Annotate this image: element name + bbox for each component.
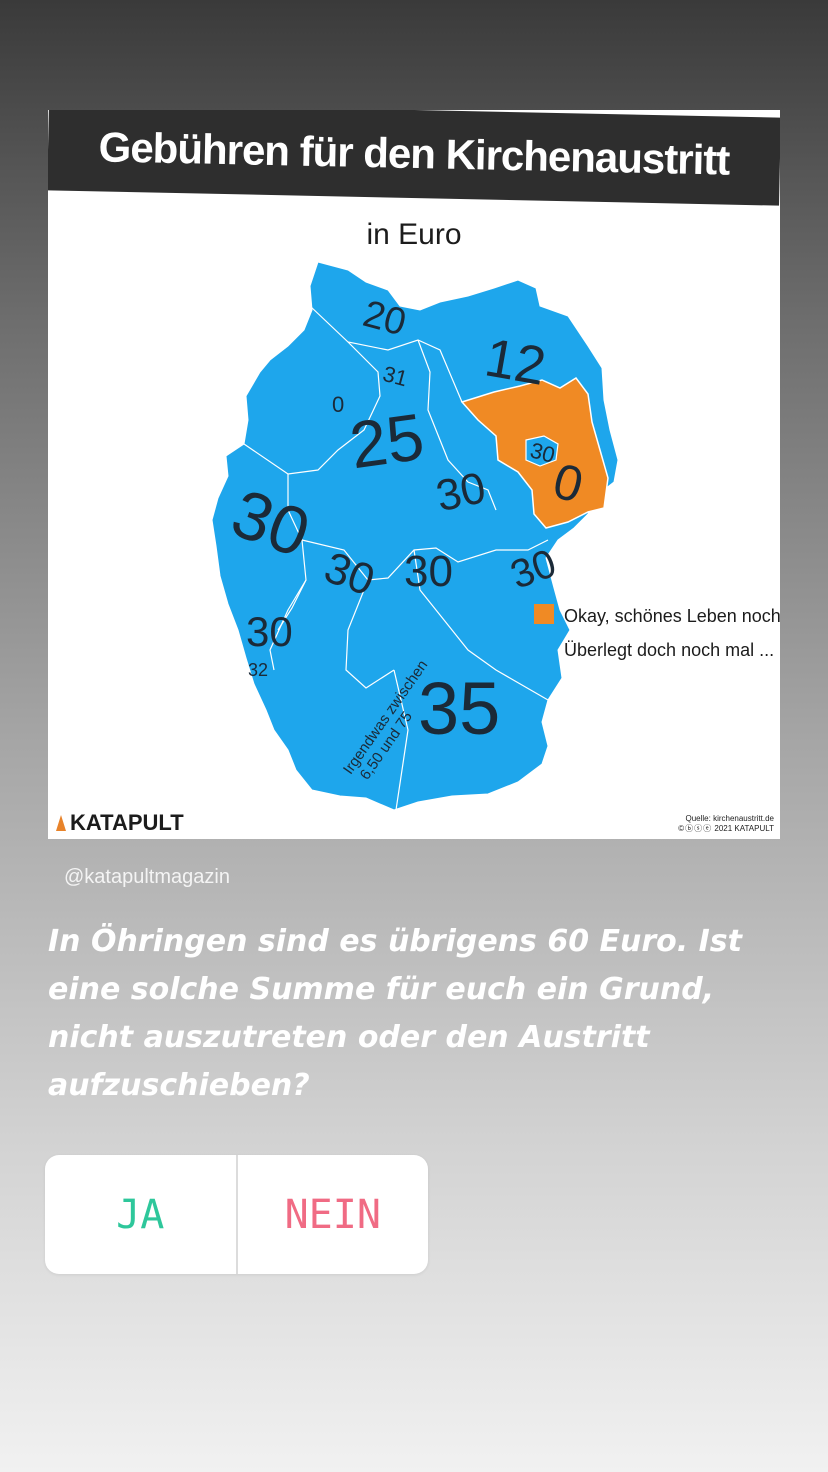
legend-label-orange: Okay, schönes Leben noch! [564,606,780,626]
source-line: Quelle: kirchenaustritt.de [685,814,775,823]
legend-swatch-blue [534,638,554,658]
creative-commons-icon: ©ⓑⓢⓔ [678,824,713,833]
map-value-35: 35 [418,667,500,750]
map-value-12: 12 [481,327,551,397]
state-borders [243,305,549,811]
map-value-30-thueringen: 30 [404,547,453,596]
map-value-32: 32 [248,660,268,680]
germany-map: 20 31 12 0 25 30 0 30 30 30 30 30 30 32 … [211,261,780,811]
poll-sticker: JA NEIN [45,1155,428,1274]
legend-label-blue: Überlegt doch noch mal ... [564,640,774,660]
map-value-30-rlp: 30 [246,608,293,655]
map-value-30-sachsen-anhalt: 30 [432,463,490,521]
post-subtitle: in Euro [366,218,462,251]
map-value-25: 25 [345,399,428,482]
berlin-region [525,435,559,467]
mention-sticker[interactable]: @katapultmagazin [64,866,230,888]
katapult-flame-icon [56,815,66,831]
legend-swatch-orange [534,604,554,624]
poll-option-yes[interactable]: JA [45,1155,238,1274]
copyright-line: 2021 KATAPULT [714,824,774,833]
post-title: Gebühren für den Kirchenaustritt [48,110,780,206]
katapult-logo: KATAPULT [56,810,184,836]
shared-post-image[interactable]: 20 31 12 0 25 30 0 30 30 30 30 30 30 32 … [48,110,780,839]
map-value-0-bremen: 0 [332,392,344,417]
brand-name: KATAPULT [70,810,184,835]
story-question-text: In Öhringen sind es übrigens 60 Euro. Is… [48,924,742,1103]
source-credit: Quelle: kirchenaustritt.de ©ⓑⓢⓔ 2021 KAT… [678,814,774,834]
poll-option-no[interactable]: NEIN [284,1191,381,1238]
